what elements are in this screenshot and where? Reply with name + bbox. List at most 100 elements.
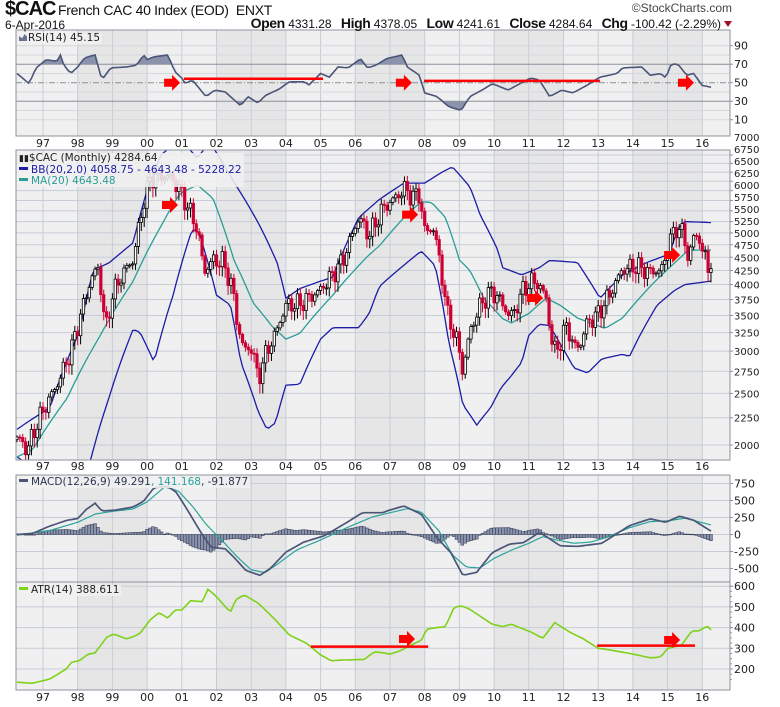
candle-body [278,321,282,329]
candle-up [339,249,343,274]
macd-histogram-bar [307,529,311,535]
macd-histogram-bar [628,532,632,535]
macd-histogram-bar [423,534,427,539]
macd-histogram-bar [631,532,635,535]
macd-histogram-bar [263,533,268,535]
x-axis-year-label: 15 [661,137,675,150]
candle-body [489,286,493,289]
candle-up [78,309,83,345]
candle-up [596,300,600,322]
x-axis-year-label: 15 [661,460,675,473]
candle-body [391,197,395,203]
candle-body [651,267,655,275]
x-axis-year-label: 02 [210,460,224,473]
red-arrow-icon [664,246,681,263]
macd-histogram-bar [359,526,363,535]
candle-up [371,212,375,247]
candle-body [197,231,201,236]
macd-histogram-bar [382,532,386,535]
macd-axis-tick-label: 0 [734,529,741,542]
candle-body [576,342,580,348]
candle-body [203,255,207,274]
candle-down [608,285,612,305]
macd-histogram-bar [558,534,563,540]
macd-histogram-bar [344,529,349,535]
candle-body [258,367,262,385]
candle-body [284,303,288,317]
macd-histogram-bar [556,534,560,539]
macd-histogram-bar [515,529,519,535]
macd-histogram-bar [249,534,253,538]
candle-body [518,293,522,314]
candle-up [359,215,363,229]
macd-histogram-bar [596,534,600,539]
candle-up [275,325,279,336]
atr-border [15,581,731,691]
signal-legend-text: , 141.168 [150,476,201,488]
candle-down [217,260,221,277]
macd-histogram-bar [388,531,392,535]
candle-body [223,251,227,269]
copyright-link[interactable]: ©StockCharts.com [631,1,732,15]
candle-down [446,290,450,316]
macd-histogram-bar [709,534,713,541]
candle-body [76,331,80,337]
macd-histogram-bar [443,534,447,540]
x-axis-year-label: 05 [314,460,328,473]
candle-body [18,436,22,439]
atr-legend-text: ATR(14) 388.611 [31,584,120,596]
candle-down [107,311,112,329]
candle-body [385,204,389,211]
x-axis-year-label: 03 [244,691,258,704]
price-axis-tick-label: 6250 [734,169,759,180]
candle-up [318,283,323,295]
macd-histogram-bar [110,533,115,535]
candle-up [703,245,707,260]
candle-body [136,221,141,247]
candle-body [506,311,511,317]
macd-histogram-bar [564,534,569,539]
macd-histogram-bar [182,534,187,543]
macd-panel [16,475,730,582]
macd-histogram-bar [81,527,86,535]
candle-body [512,309,516,311]
candle-down [298,288,302,316]
candlestick-icon: ▮▮ [19,154,29,164]
price-axis-tick-label: 5500 [734,205,759,216]
price-axis-tick-label: 4000 [734,281,759,292]
macd-histogram-bar [298,529,303,535]
macd-histogram-bar [480,532,485,535]
candle-down [64,357,68,373]
macd-histogram-bar [446,534,450,538]
candle-body [509,310,514,317]
macd-histogram-bar [292,530,297,535]
candle-body [692,235,696,248]
macd-histogram-bar [171,534,175,536]
candle-down [67,358,71,375]
candle-up [87,284,91,303]
candle-up [489,281,493,298]
candle-up [657,268,661,278]
x-axis-year-label: 03 [244,460,258,473]
candle-up [206,266,210,278]
candle-down [434,227,438,246]
candle-body [229,277,233,286]
candle-down [342,249,346,275]
macd-histogram-bar [657,533,661,535]
candle-up [209,258,213,276]
macd-signal-line [16,486,712,573]
macd-histogram-bar [501,527,505,535]
candle-down [373,212,378,237]
macd-histogram-bar [700,534,704,538]
macd-histogram-bar [130,532,135,535]
candle-body [235,293,239,325]
macd-histogram-bar [70,529,74,535]
macd-histogram-bar [165,532,170,535]
x-axis-year-label: 03 [244,137,258,150]
candle-body [535,283,540,290]
macd-histogram-bar [76,530,80,535]
price-axis-tick-label: 3750 [734,295,759,306]
candle-down [44,406,48,420]
macd-histogram-bar [616,534,621,536]
macd-histogram-bar [246,534,251,539]
